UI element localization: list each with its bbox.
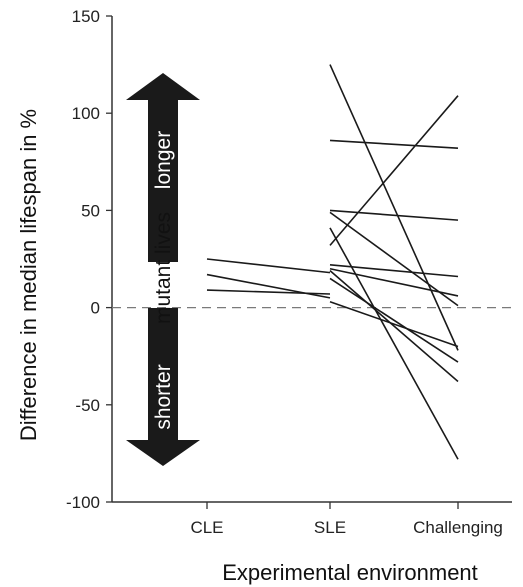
arrow-label-shorter: shorter — [152, 364, 175, 429]
sle-challenging-line-2 — [329, 139, 459, 149]
arrow-label-longer: longer — [152, 131, 175, 189]
x-tick-label: Challenging — [413, 518, 503, 537]
y-tick-label: 0 — [91, 299, 100, 318]
up-arrow-icon — [126, 73, 200, 262]
x-tick-label: CLE — [190, 518, 223, 537]
y-axis-title: Difference in median lifespan in % — [16, 109, 41, 441]
sle-challenging-line-5 — [329, 227, 459, 460]
y-tick-label: -50 — [75, 396, 100, 415]
sle-challenging-line-8 — [329, 267, 459, 297]
sle-challenging-line-10 — [329, 277, 459, 363]
down-arrow-icon — [126, 308, 200, 466]
sle-challenging-line-1 — [329, 64, 459, 351]
y-tick-label: 50 — [81, 201, 100, 220]
y-tick-label: 100 — [72, 104, 100, 123]
x-axis-title: Experimental environment — [222, 560, 478, 585]
cle-sle-segment-2 — [206, 273, 331, 299]
cle-sle-segment-3 — [206, 289, 331, 295]
sle-challenging-line-3 — [329, 209, 459, 221]
sle-challenging-line-4 — [329, 211, 459, 307]
data-lines — [206, 64, 459, 460]
y-tick-label: -100 — [66, 493, 100, 512]
x-tick-label: SLE — [314, 518, 346, 537]
cle-sle-segment-1 — [206, 258, 331, 274]
sle-challenging-line-11 — [329, 301, 459, 348]
y-ticks: 150 100 50 0 -50 -100 — [66, 7, 112, 512]
sle-challenging-line-9 — [329, 270, 459, 383]
x-ticks: CLE SLE Challenging — [190, 502, 503, 537]
direction-arrows: longer mutant lives shorter — [126, 73, 200, 466]
arrow-label-mutant-lives: mutant lives — [152, 212, 175, 324]
y-tick-label: 150 — [72, 7, 100, 26]
sle-challenging-line-6 — [329, 95, 459, 246]
plot-frame — [111, 16, 512, 503]
sle-challenging-line-7 — [329, 264, 459, 278]
